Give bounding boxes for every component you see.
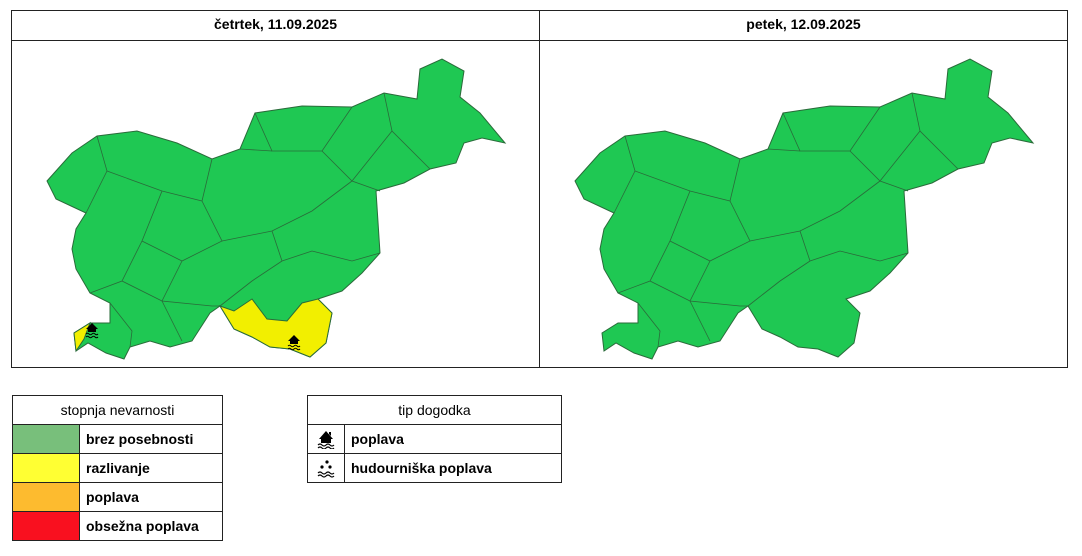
region-green bbox=[46, 58, 507, 360]
region-green bbox=[574, 58, 1035, 360]
legend-label: poplava bbox=[344, 424, 562, 454]
legend-label: obsežna poplava bbox=[79, 511, 223, 541]
swatch-green bbox=[12, 424, 80, 454]
map-panel-day1: četrtek, 11.09.2025 bbox=[12, 11, 540, 367]
region-border bbox=[106, 158, 213, 202]
region-border bbox=[799, 230, 909, 262]
region-border bbox=[749, 180, 881, 242]
region-border bbox=[634, 158, 741, 202]
water-waves bbox=[85, 332, 99, 339]
region-border bbox=[109, 302, 133, 348]
legend-label: razlivanje bbox=[79, 453, 223, 483]
flooded-house-icon bbox=[307, 424, 345, 454]
slovenia-map-day2 bbox=[574, 58, 1035, 360]
map-date: četrtek, 11.09.2025 bbox=[12, 11, 539, 41]
flooded-house-icon bbox=[287, 335, 301, 351]
hazard-level-legend: stopnja nevarnosti brez posebnosti razli… bbox=[12, 395, 223, 541]
legend-label: hudourniška poplava bbox=[344, 453, 562, 483]
map-panel-day2: petek, 12.09.2025 bbox=[540, 11, 1067, 367]
region-yellow-southwest bbox=[73, 321, 91, 353]
region-border bbox=[689, 260, 748, 307]
region-border bbox=[239, 148, 273, 152]
legend-title: stopnja nevarnosti bbox=[12, 395, 223, 425]
legend-title: tip dogodka bbox=[307, 395, 562, 425]
swatch-orange bbox=[12, 482, 80, 512]
region-border bbox=[221, 180, 353, 242]
legend-label: poplava bbox=[79, 482, 223, 512]
region-border bbox=[254, 106, 353, 152]
event-type-legend: tip dogodka poplava hudourniška poplava bbox=[307, 395, 562, 483]
swatch-red bbox=[12, 511, 80, 541]
region-border bbox=[637, 302, 661, 348]
region-border bbox=[161, 260, 220, 307]
region-border bbox=[219, 260, 283, 307]
region-border bbox=[747, 260, 811, 307]
region-yellow-southeast bbox=[218, 298, 333, 358]
region-border bbox=[271, 230, 381, 262]
legend-label: brez posebnosti bbox=[79, 424, 223, 454]
flooded-house-icon bbox=[85, 323, 99, 339]
forecast-maps: četrtek, 11.09.2025 petek, 12.09.2025 bbox=[11, 10, 1068, 368]
house-shape bbox=[86, 323, 98, 332]
region-border bbox=[879, 130, 921, 182]
water-waves bbox=[287, 344, 301, 351]
region-border bbox=[351, 130, 393, 182]
house-shape bbox=[288, 335, 300, 344]
swatch-yellow bbox=[12, 453, 80, 483]
region-border bbox=[121, 280, 163, 302]
map-date: petek, 12.09.2025 bbox=[540, 11, 1067, 41]
region-border bbox=[161, 300, 183, 342]
region-border bbox=[782, 106, 881, 152]
torrential-rain-flood-icon bbox=[307, 453, 345, 483]
slovenia-map-day1 bbox=[46, 58, 507, 360]
region-border bbox=[767, 148, 801, 152]
region-border bbox=[649, 280, 691, 302]
region-border bbox=[689, 300, 711, 342]
